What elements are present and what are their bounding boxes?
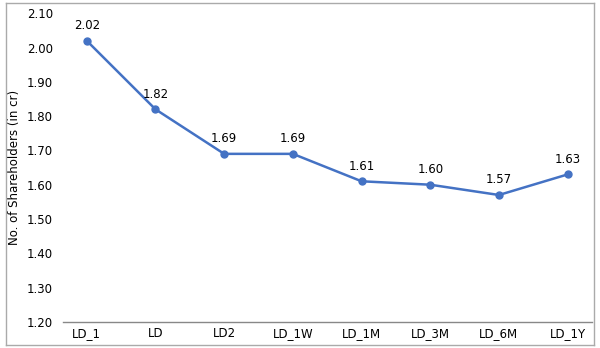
Y-axis label: No. of Shareholders (in cr): No. of Shareholders (in cr) [8, 90, 22, 245]
Text: 2.02: 2.02 [74, 19, 100, 32]
Text: 1.60: 1.60 [417, 163, 443, 176]
Text: 1.61: 1.61 [349, 160, 374, 173]
Text: 1.69: 1.69 [280, 132, 306, 145]
Text: 1.69: 1.69 [211, 132, 237, 145]
Text: 1.57: 1.57 [486, 173, 512, 187]
Text: 1.82: 1.82 [142, 88, 169, 101]
Text: 1.63: 1.63 [554, 153, 581, 166]
